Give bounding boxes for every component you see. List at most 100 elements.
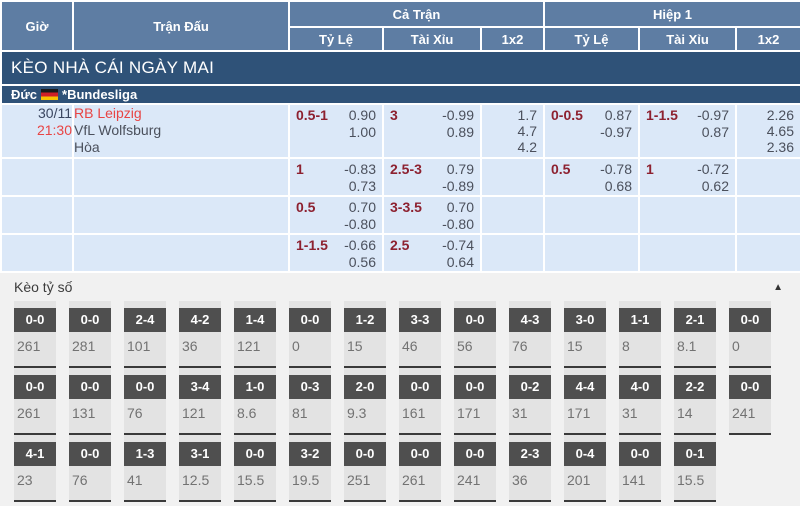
score-cell[interactable]: 0-0 241 (454, 435, 496, 502)
odds-value[interactable]: 0.79 (446, 161, 474, 177)
odds-values[interactable]: 0.87 -0.97 (600, 107, 632, 141)
score-cell[interactable]: 0-0 56 (454, 301, 496, 368)
score-box[interactable]: 0-3 (289, 375, 331, 399)
score-cell[interactable]: 2-4 101 (124, 301, 166, 368)
score-box[interactable]: 2-4 (124, 308, 166, 332)
score-cell[interactable]: 1-1 8 (619, 301, 661, 368)
odds-value[interactable]: 0.56 (348, 254, 376, 270)
odds-value[interactable]: 2.26 (766, 107, 794, 123)
score-cell[interactable]: 1-2 15 (344, 301, 386, 368)
score-box[interactable]: 0-0 (454, 375, 496, 399)
score-box[interactable]: 1-3 (124, 442, 166, 466)
score-cell[interactable]: 3-2 19.5 (289, 435, 331, 502)
odds-values[interactable]: -0.78 0.68 (600, 161, 632, 194)
score-box[interactable]: 3-4 (179, 375, 221, 399)
score-cell[interactable]: 2-1 8.1 (674, 301, 716, 368)
score-cell[interactable]: 0-0 261 (14, 368, 56, 435)
odds-value[interactable]: -0.72 (697, 161, 729, 177)
score-box[interactable]: 0-0 (399, 375, 441, 399)
score-cell[interactable]: 1-3 41 (124, 435, 166, 502)
score-box[interactable]: 0-2 (509, 375, 551, 399)
score-cell[interactable]: 3-1 12.5 (179, 435, 221, 502)
odds-value[interactable]: -0.97 (697, 107, 729, 123)
score-box[interactable]: 2-2 (674, 375, 716, 399)
odds-values[interactable]: -0.99 0.89 (442, 107, 474, 141)
score-box[interactable]: 0-0 (289, 308, 331, 332)
odds-value[interactable]: -0.80 (344, 216, 376, 232)
score-cell[interactable]: 0-0 141 (619, 435, 661, 502)
score-box[interactable]: 0-0 (729, 375, 771, 399)
odds-values[interactable]: -0.72 0.62 (697, 161, 729, 194)
score-box[interactable]: 0-0 (234, 442, 276, 466)
score-box[interactable]: 0-0 (729, 308, 771, 332)
score-box[interactable]: 0-0 (344, 442, 386, 466)
score-box[interactable]: 2-3 (509, 442, 551, 466)
score-cell[interactable]: 0-0 241 (729, 368, 771, 435)
home-team-link[interactable]: RB Leipzig (74, 105, 142, 121)
odds-value[interactable]: 0.90 (348, 107, 376, 123)
score-box[interactable]: 4-4 (564, 375, 606, 399)
score-cell[interactable]: 4-2 36 (179, 301, 221, 368)
odds-value[interactable]: 0.64 (446, 254, 474, 270)
odds-values[interactable]: 0.90 1.00 (349, 107, 376, 141)
score-box[interactable]: 0-0 (619, 442, 661, 466)
score-cell[interactable]: 1-4 121 (234, 301, 276, 368)
score-box[interactable]: 0-0 (454, 442, 496, 466)
ft-1x2-odds[interactable]: 1.7 4.7 4.2 (483, 106, 542, 155)
score-box[interactable]: 4-1 (14, 442, 56, 466)
odds-values[interactable]: -0.83 0.73 (344, 161, 376, 194)
score-box[interactable]: 0-0 (399, 442, 441, 466)
score-cell[interactable]: 4-1 23 (14, 435, 56, 502)
odds-value[interactable]: 0.87 (604, 107, 632, 123)
odds-value[interactable]: -0.99 (442, 107, 474, 123)
odds-value[interactable]: 0.70 (446, 199, 474, 215)
score-cell[interactable]: 0-0 76 (124, 368, 166, 435)
score-box[interactable]: 0-0 (14, 308, 56, 332)
odds-value[interactable]: 0.70 (348, 199, 376, 215)
score-box[interactable]: 1-4 (234, 308, 276, 332)
score-box[interactable]: 0-0 (69, 308, 111, 332)
score-cell[interactable]: 0-2 31 (509, 368, 551, 435)
score-cell[interactable]: 0-3 81 (289, 368, 331, 435)
league-name-link[interactable]: *Bundesliga (62, 87, 138, 102)
odds-values[interactable]: 0.70 -0.80 (442, 199, 474, 232)
score-cell[interactable]: 0-0 0 (289, 301, 331, 368)
score-box[interactable]: 0-0 (124, 375, 166, 399)
odds-values[interactable]: -0.74 0.64 (442, 237, 474, 270)
odds-value[interactable]: 0.89 (446, 124, 474, 140)
odds-value[interactable]: 1.7 (517, 107, 537, 123)
odds-values[interactable]: -0.66 0.56 (344, 237, 376, 270)
odds-value[interactable]: 0.87 (701, 124, 729, 140)
score-box[interactable]: 0-1 (674, 442, 716, 466)
score-cell[interactable]: 0-0 76 (69, 435, 111, 502)
score-cell[interactable]: 0-0 251 (344, 435, 386, 502)
odds-value[interactable]: 4.65 (766, 123, 794, 139)
odds-values[interactable]: 0.70 -0.80 (344, 199, 376, 232)
odds-values[interactable]: 0.79 -0.89 (442, 161, 474, 194)
score-box[interactable]: 4-0 (619, 375, 661, 399)
odds-value[interactable]: 1.00 (348, 124, 376, 140)
chevron-up-icon[interactable]: ▲ (773, 281, 783, 293)
odds-value[interactable]: -0.78 (600, 161, 632, 177)
score-box[interactable]: 3-0 (564, 308, 606, 332)
score-cell[interactable]: 1-0 8.6 (234, 368, 276, 435)
odds-value[interactable]: 4.2 (517, 139, 537, 155)
score-box[interactable]: 1-2 (344, 308, 386, 332)
score-box[interactable]: 3-2 (289, 442, 331, 466)
score-cell[interactable]: 3-0 15 (564, 301, 606, 368)
score-cell[interactable]: 0-0 15.5 (234, 435, 276, 502)
odds-values[interactable]: -0.97 0.87 (697, 107, 729, 141)
score-cell[interactable]: 3-3 46 (399, 301, 441, 368)
score-cell[interactable]: 4-4 171 (564, 368, 606, 435)
score-cell[interactable]: 0-0 171 (454, 368, 496, 435)
score-cell[interactable]: 0-0 281 (69, 301, 111, 368)
score-box[interactable]: 1-0 (234, 375, 276, 399)
score-cell[interactable]: 2-2 14 (674, 368, 716, 435)
score-cell[interactable]: 4-3 76 (509, 301, 551, 368)
odds-value[interactable]: 0.73 (348, 178, 376, 194)
score-cell[interactable]: 0-0 261 (14, 301, 56, 368)
score-box[interactable]: 4-2 (179, 308, 221, 332)
score-cell[interactable]: 0-0 261 (399, 435, 441, 502)
score-cell[interactable]: 2-0 9.3 (344, 368, 386, 435)
score-cell[interactable]: 2-3 36 (509, 435, 551, 502)
